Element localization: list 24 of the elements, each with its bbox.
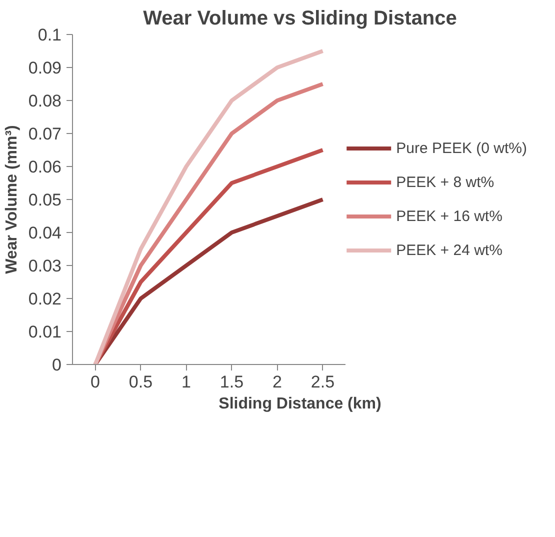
y-tick-label: 0 — [52, 356, 62, 374]
legend-label: PEEK + 16 wt% — [396, 208, 502, 224]
y-tick-label: 0.09 — [28, 58, 62, 78]
x-tick-label: 2 — [272, 372, 282, 392]
y-tick-label: 0.02 — [28, 290, 62, 308]
x-tick-label: 0.5 — [128, 372, 153, 392]
legend-label: PEEK + 24 wt% — [396, 242, 502, 258]
legend-label: PEEK + 8 wt% — [396, 174, 494, 190]
x-axis-title: Sliding Distance (km) — [218, 396, 382, 412]
y-axis-title: Wear Volume (mm³) — [3, 125, 20, 274]
x-tick-label: 1 — [182, 372, 191, 392]
legend-label: Pure PEEK (0 wt%) — [396, 140, 527, 156]
y-tick-label: 0.1 — [38, 26, 62, 44]
chart-title: Wear Volume vs Sliding Distance — [143, 8, 457, 30]
y-tick-label: 0.01 — [28, 322, 62, 342]
x-tick-label: 0 — [90, 372, 100, 392]
x-tick-label: 2.5 — [310, 372, 335, 392]
x-tick-label: 1.5 — [220, 372, 244, 392]
y-tick-label: 0.07 — [28, 124, 62, 144]
y-tick-label: 0.06 — [28, 158, 62, 176]
y-tick-label: 0.03 — [28, 256, 62, 276]
y-tick-label: 0.05 — [28, 190, 62, 210]
y-tick-label: 0.08 — [28, 92, 62, 110]
y-tick-label: 0.04 — [28, 224, 62, 242]
